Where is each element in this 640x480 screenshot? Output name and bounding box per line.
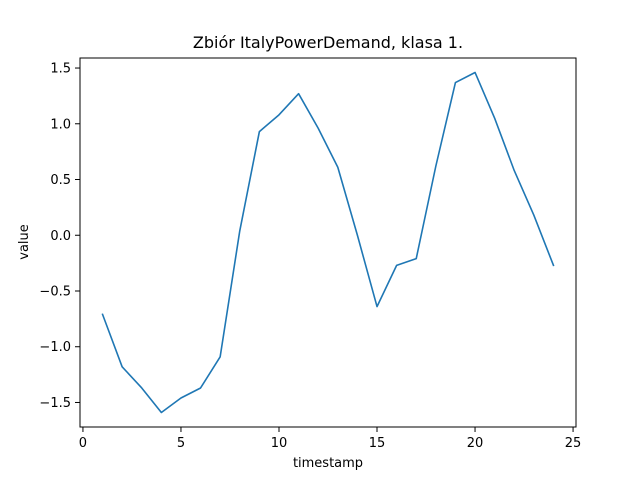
y-tick-label: 0.0 [50,229,71,244]
x-axis-label: timestamp [293,456,363,471]
y-tick-label: −1.0 [39,340,71,355]
y-tick-label: 0.5 [50,173,71,188]
x-tick-label: 25 [565,436,582,451]
y-tick-label: 1.0 [50,117,71,132]
chart-axes: 0 5 10 15 20 25 1.5 1.0 0.5 0.0 −0.5 −1.0 −1.5 [39,57,582,451]
x-tick-label: 0 [79,436,87,451]
chart-title: Zbiór ItalyPowerDemand, klasa 1. [193,33,463,52]
x-tick-label: 10 [271,436,288,451]
x-tick-label: 20 [467,436,484,451]
x-tick-label: 5 [177,436,185,451]
series-line-0 [101,71,555,414]
y-tick-label: −0.5 [39,284,71,299]
chart-marks [101,71,555,414]
y-tick-label: −1.5 [39,396,71,411]
axes-frame [79,57,577,428]
y-tick-label: 1.5 [50,62,71,77]
x-tick-label: 15 [369,436,386,451]
y-axis-label: value [17,224,32,260]
